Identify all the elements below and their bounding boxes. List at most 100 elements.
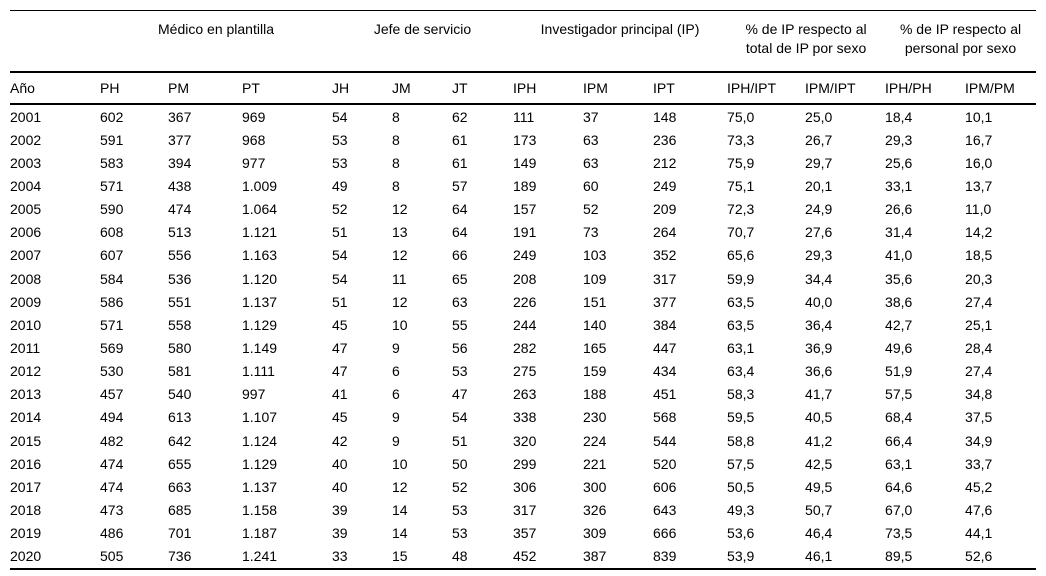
column-header: PT: [242, 72, 332, 105]
column-header: PH: [100, 72, 168, 105]
value-cell: 20,3: [965, 270, 993, 287]
value-cell: 530: [100, 363, 124, 380]
value-cell: 9: [392, 339, 400, 356]
value-cell: 45: [332, 409, 348, 426]
value-cell: 41: [332, 386, 348, 403]
value-cell: 64: [452, 224, 468, 241]
value-cell: 338: [513, 409, 537, 426]
value-cell: 584: [100, 270, 124, 287]
value-cell: 55: [452, 316, 468, 333]
value-cell: 47,6: [965, 501, 993, 518]
value-cell: 642: [168, 432, 192, 449]
value-cell: 35,6: [885, 270, 913, 287]
column-header: JM: [392, 72, 452, 105]
table-row: 2004 571 438 1.009 49 8 57 189 60 249 75,1 20,1 33,1…: [10, 174, 1036, 197]
value-cell: 165: [583, 339, 607, 356]
value-cell: 357: [513, 525, 537, 542]
value-cell: 89,5: [885, 548, 913, 565]
value-cell: 40: [332, 478, 348, 495]
value-cell: 58,3: [727, 386, 755, 403]
value-cell: 1.009: [242, 177, 278, 194]
value-cell: 60: [583, 177, 599, 194]
value-cell: 49,3: [727, 501, 755, 518]
value-cell: 63: [583, 154, 599, 171]
value-cell: 536: [168, 270, 192, 287]
value-cell: 31,4: [885, 224, 913, 241]
value-cell: 73: [583, 224, 599, 241]
value-cell: 36,6: [805, 363, 833, 380]
group-header: Jefe de servicio: [332, 10, 514, 73]
value-cell: 40,0: [805, 293, 833, 310]
value-cell: 309: [583, 525, 607, 542]
value-cell: 73,5: [885, 525, 913, 542]
value-cell: 701: [168, 525, 192, 542]
value-cell: 46,1: [805, 548, 833, 565]
value-cell: 54: [332, 247, 348, 264]
column-header: PM: [168, 72, 242, 105]
value-cell: 40,5: [805, 409, 833, 426]
value-cell: 51,9: [885, 363, 913, 380]
value-cell: 447: [653, 339, 677, 356]
value-cell: 47: [332, 363, 348, 380]
value-cell: 8: [392, 177, 400, 194]
value-cell: 27,4: [965, 293, 993, 310]
value-cell: 68,4: [885, 409, 913, 426]
column-header: IPM: [583, 72, 654, 105]
value-cell: 590: [100, 201, 124, 218]
value-cell: 13,7: [965, 177, 993, 194]
table-row: 2005 590 474 1.064 52 12 64 157 52 209 72,3 24,9 26,…: [10, 198, 1036, 221]
value-cell: 551: [168, 293, 192, 310]
value-cell: 434: [653, 363, 677, 380]
value-cell: 275: [513, 363, 537, 380]
year-cell: 2016: [10, 455, 42, 472]
value-cell: 61: [452, 154, 468, 171]
year-cell: 2002: [10, 131, 42, 148]
value-cell: 230: [583, 409, 607, 426]
value-cell: 51: [332, 293, 348, 310]
value-cell: 580: [168, 339, 192, 356]
value-cell: 300: [583, 478, 607, 495]
value-cell: 111: [513, 108, 535, 125]
value-cell: 52: [452, 478, 468, 495]
value-cell: 24,9: [805, 201, 833, 218]
table-row: 2019 486 701 1.187 39 14 53 357 309 666 53,6 46,4 73…: [10, 522, 1036, 545]
value-cell: 16,7: [965, 131, 993, 148]
value-cell: 666: [653, 525, 677, 542]
value-cell: 73,3: [727, 131, 755, 148]
value-cell: 663: [168, 478, 192, 495]
year-cell: 2013: [10, 386, 42, 403]
value-cell: 61: [452, 131, 468, 148]
year-cell: 2011: [10, 339, 41, 356]
value-cell: 191: [513, 224, 537, 241]
value-cell: 977: [242, 154, 266, 171]
value-cell: 968: [242, 131, 266, 148]
value-cell: 59,9: [727, 270, 755, 287]
value-cell: 51: [452, 432, 468, 449]
value-cell: 474: [168, 201, 192, 218]
group-header-row: Médico en plantilla Jefe de servicio Inves…: [10, 10, 1037, 73]
year-cell: 2012: [10, 363, 42, 380]
value-cell: 63,1: [885, 455, 913, 472]
value-cell: 569: [100, 339, 124, 356]
year-cell: 2020: [10, 548, 42, 565]
value-cell: 33,7: [965, 455, 993, 472]
value-cell: 14,2: [965, 224, 993, 241]
value-cell: 173: [513, 131, 537, 148]
group-header: % de IP respecto al personal por sexo: [885, 10, 1037, 73]
value-cell: 9: [392, 432, 400, 449]
column-header: IPH/PH: [885, 72, 966, 105]
value-cell: 53: [332, 131, 348, 148]
value-cell: 72,3: [727, 201, 755, 218]
table-row: 2016 474 655 1.129 40 10 50 299 221 520 57,5 42,5 63…: [10, 452, 1036, 475]
value-cell: 571: [100, 177, 124, 194]
value-cell: 188: [583, 386, 607, 403]
value-cell: 212: [653, 154, 677, 171]
value-cell: 643: [653, 501, 677, 518]
year-cell: 2018: [10, 501, 42, 518]
value-cell: 249: [653, 177, 677, 194]
column-header: JT: [452, 72, 514, 105]
value-cell: 63,4: [727, 363, 755, 380]
table-row: 2002 591 377 968 53 8 61 173 63 236 73,3 26,7 29,3 16…: [10, 128, 1036, 151]
table-container: Médico en plantilla Jefe de servicio Inves…: [10, 10, 1037, 570]
value-cell: 64: [452, 201, 468, 218]
